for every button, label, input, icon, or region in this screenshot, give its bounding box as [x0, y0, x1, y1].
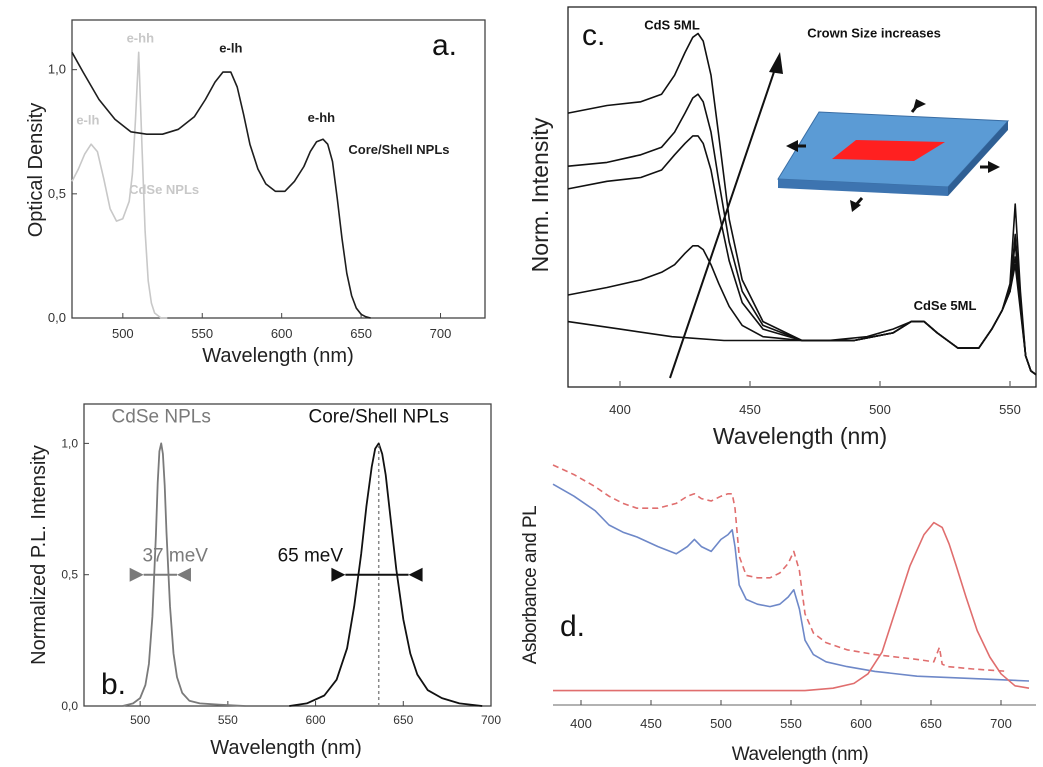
panel-1-annotation-1: Core/Shell NPLs: [308, 406, 448, 427]
panel-3-series-2-line: [553, 521, 1030, 692]
panel-2-annotation-0: CdS 5ML: [644, 18, 700, 33]
panel-2-xtick-label-0: 400: [609, 402, 631, 417]
panel-a-ylabel: Optical Density: [25, 103, 47, 238]
arrow-right-icon: [988, 161, 1000, 173]
panel-0-annotation-0: e-hh: [127, 30, 155, 45]
panel-1-xtick-label-2: 600: [306, 713, 326, 727]
panel-1-ytick-label-0: 0,0: [61, 699, 78, 713]
panel-3-series-0-line: [552, 483, 1030, 682]
panel-a-label: a.: [432, 29, 457, 62]
panel-3-xtick-label-3: 550: [780, 716, 802, 731]
panel-2-xtick-label-1: 450: [739, 402, 761, 417]
panel-3-xtick-label-2: 500: [710, 716, 732, 731]
panel-c: 400 450 500 550 CdS 5ML Crown Size increases C…: [527, 6, 1037, 449]
panel-d: 400 450 500 550 600 650 700 d. Wavelength (nm)…: [520, 464, 1036, 765]
panel-0-annotation-3: e-lh: [219, 40, 242, 55]
panel-3-xtick-label-0: 400: [570, 716, 592, 731]
panel-1-fwhm-arrow-right-0: [176, 567, 191, 582]
panel-0-ytick-label-2: 1,0: [48, 62, 66, 77]
panel-c-ylabel: Norm. Intensity: [527, 117, 553, 272]
panel-3-xtick-label-1: 450: [640, 716, 662, 731]
panel-3-xtick-label-6: 700: [990, 716, 1012, 731]
panel-c-label: c.: [582, 19, 605, 52]
panel-2-annotation-2: CdSe 5ML: [914, 298, 977, 313]
panel-1-xtick-label-1: 550: [218, 713, 238, 727]
panel-c-xlabel: Wavelength (nm): [713, 423, 887, 449]
panel-3-xtick-label-4: 600: [850, 716, 872, 731]
platelet-side: [948, 121, 1008, 196]
panel-1-fwhm-arrow-right-1: [408, 567, 423, 582]
panel-0-ytick-label-1: 0,5: [48, 186, 66, 201]
panel-b-xlabel: Wavelength (nm): [210, 737, 362, 759]
panel-0-series-0-line: [71, 51, 168, 319]
panel-1-xtick-label-0: 500: [130, 713, 150, 727]
panel-d-plot-area: [553, 465, 1036, 705]
panel-0-xtick-label-4: 700: [430, 326, 452, 341]
panel-d-label: d.: [560, 610, 585, 643]
panel-c-outer-frame: [567, 6, 1037, 388]
panel-1-series-0-line: [122, 442, 246, 707]
panel-b: 500 550 600 650 700 0,0 0,5 1,0 CdSe NPLs Core/Sh…: [28, 403, 501, 759]
panel-1-xtick-label-3: 650: [393, 713, 413, 727]
crown-schematic: [777, 99, 1010, 212]
panel-2-xtick-label-2: 500: [869, 402, 891, 417]
panel-3-series-1-line: [552, 464, 1009, 673]
panel-a-xlabel: Wavelength (nm): [202, 345, 354, 367]
panel-0-annotation-1: e-lh: [76, 112, 99, 127]
panel-c-plot-area: [568, 7, 1036, 386]
panel-3-xtick-label-5: 650: [920, 716, 942, 731]
panel-d-xlabel: Wavelength (nm): [732, 744, 869, 765]
panel-0-xtick-label-1: 550: [191, 326, 213, 341]
panel-0-ytick-label-0: 0,0: [48, 310, 66, 325]
panel-b-frame: [83, 403, 492, 707]
panel-b-label: b.: [101, 668, 126, 701]
panel-0-xtick-label-3: 650: [350, 326, 372, 341]
panel-0-xtick-label-2: 600: [271, 326, 293, 341]
panel-0-series-1-line: [71, 51, 371, 319]
panel-0-xtick-label-0: 500: [112, 326, 134, 341]
panel-2-xtick-label-3: 550: [999, 402, 1021, 417]
panel-1-fwhm-arrow-left-1: [331, 567, 346, 582]
panel-a-frame: [71, 19, 486, 319]
panel-0-annotation-2: CdSe NPLs: [129, 182, 199, 197]
panel-1-annotation-2: 37 meV: [142, 546, 208, 567]
panel-1-fwhm-arrow-left-0: [129, 567, 144, 582]
panel-2-series-0-line: [567, 32, 1037, 376]
panel-1-xtick-label-4: 700: [481, 713, 501, 727]
panel-1-ytick-label-1: 0,5: [61, 568, 78, 582]
panel-1-series-1-line: [289, 442, 483, 707]
panel-0-annotation-4: e-hh: [308, 110, 336, 125]
panel-d-ylabel: Asborbance and PL: [520, 506, 541, 664]
core-rectangle: [832, 140, 945, 161]
trend-arrow: [669, 52, 783, 379]
panel-1-annotation-0: CdSe NPLs: [112, 406, 211, 427]
arrow-left-icon: [786, 140, 798, 152]
panel-0-annotation-5: Core/Shell NPLs: [348, 142, 449, 157]
panel-b-ylabel: Normalized P.L. Intensity: [28, 445, 50, 665]
panel-a: 500 550 600 650 700 0,0 0,5 1,0 e-hh e-lh CdSe NPL…: [25, 19, 486, 367]
panel-1-ytick-label-2: 1,0: [61, 436, 78, 450]
panel-1-annotation-3: 65 meV: [278, 546, 344, 567]
platelet-front: [778, 179, 948, 196]
panel-2-series-4-line: [567, 203, 1037, 376]
panel-2-annotation-1: Crown Size increases: [807, 25, 941, 40]
